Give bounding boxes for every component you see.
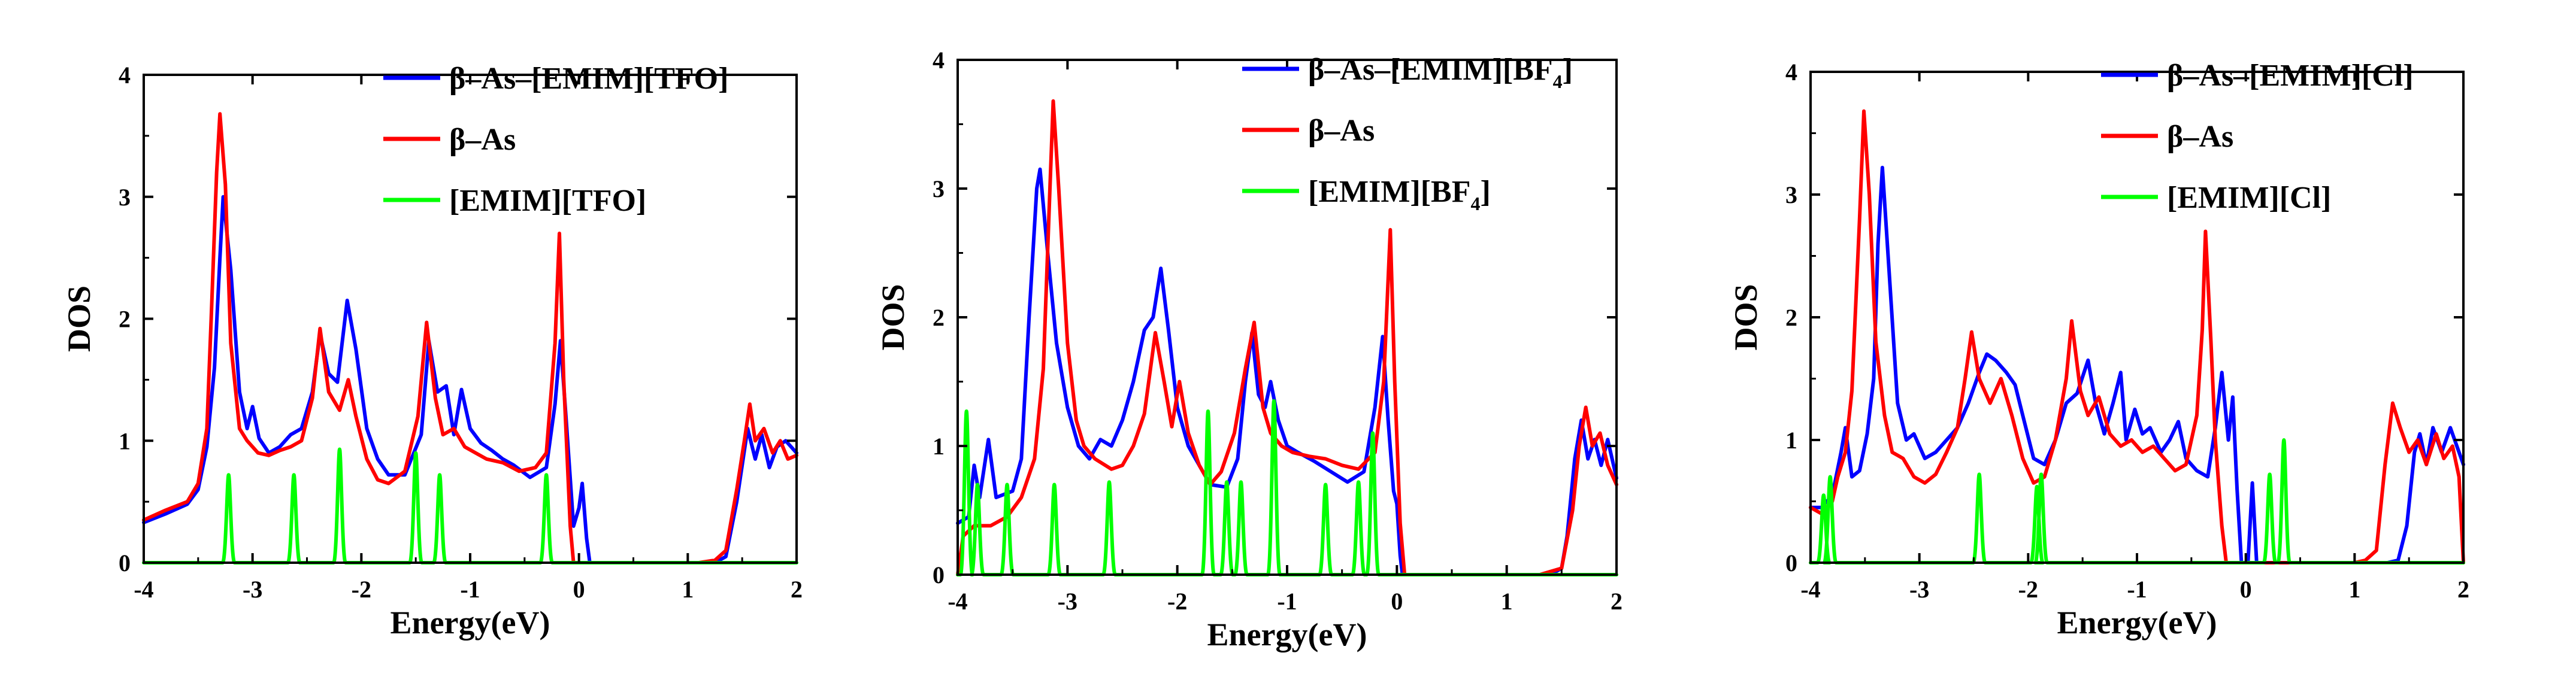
chart-3-xtick-label-2: -2 [2018,576,2038,603]
chart-1-xtick-label-2: -2 [352,576,371,603]
chart-2-ytick-label-4: 4 [933,47,945,74]
chart-2-ytick-label-0: 0 [933,562,945,588]
chart-1-ytick-label-3: 3 [119,184,131,211]
chart-1-xtick-label-0: -4 [134,576,153,603]
chart-panel-tfo: -4 -3 -2 -1 0 1 2 0 1 2 3 4 Energy(eV) DOS β–As–[EMIM]… [61,62,803,641]
chart-1-ytick-label-2: 2 [119,306,131,333]
chart-2-ytick-label-3: 3 [933,175,945,202]
chart-3-xtick-label-5: 1 [2348,576,2360,603]
chart-2-xtick-label-2: -2 [1167,588,1187,615]
chart-3-ytick-label-3: 3 [1785,181,1797,208]
chart-1-xtick-label-3: -1 [460,576,480,603]
chart-1-xtick-label-5: 1 [682,576,694,603]
chart-2-series-3-line [956,399,1618,576]
chart-1-series-2-line [142,112,798,565]
chart-3-ytick-label-2: 2 [1785,304,1797,331]
chart-3-series-1-line [1809,165,2465,565]
chart-3-series-2-line [1809,109,2465,565]
chart-1-ytick-label-1: 1 [119,427,131,454]
chart-2-xtick-label-0: -4 [948,588,967,615]
chart-3-xtick-label-1: -3 [1909,576,1929,603]
chart-3-ytick-label-1: 1 [1785,427,1797,454]
chart-2-xtick-label-4: 0 [1391,588,1403,615]
chart-1-xtick-label-4: 0 [573,576,585,603]
chart-3-ylabel: DOS [1728,284,1764,350]
chart-3-legend-label-2: β–As [2167,120,2233,154]
chart-1-legend-label-3: [EMIM][TFO] [449,184,646,218]
chart-3-legend-label-3: [EMIM][Cl] [2167,181,2331,215]
chart-2-xlabel: Energy(eV) [1207,617,1367,653]
chart-panel-cl: -4 -3 -2 -1 0 1 2 0 1 2 3 4 Energy(eV) DOS β–As–[EMIM]… [1728,59,2469,641]
chart-3-xtick-label-3: -1 [2127,576,2147,603]
chart-panel-bf4: -4 -3 -2 -1 0 1 2 0 1 2 3 4 Energy(eV) DOS β–As–[EMIM]… [875,47,1623,653]
chart-2-xtick-label-5: 1 [1501,588,1513,615]
chart-2-xtick-label-3: -1 [1277,588,1297,615]
chart-3-ytick-label-4: 4 [1785,59,1797,86]
chart-1-series-1-line [142,195,798,565]
chart-2-legend-label-3: [EMIM][BF4] [1308,175,1491,214]
chart-2-ytick-label-2: 2 [933,304,945,331]
chart-3-xlabel: Energy(eV) [2057,605,2217,641]
chart-2-legend-label-1: β–As–[EMIM][BF4] [1308,53,1573,92]
chart-2-xtick-label-6: 2 [1611,588,1623,615]
chart-3-series-3-line [1809,438,2465,565]
chart-3-xtick-label-6: 2 [2457,576,2469,603]
chart-1-xlabel: Energy(eV) [391,605,550,641]
chart-1-ytick-label-0: 0 [119,550,131,576]
chart-1-ytick-label-4: 4 [119,62,131,89]
chart-1-series-3-line [142,447,798,565]
chart-2-legend-label-2: β–As [1308,114,1375,148]
chart-1-legend-label-1: β–As–[EMIM][TFO] [449,62,728,96]
chart-2-ytick-label-1: 1 [933,433,945,460]
chart-1-legend-label-2: β–As [449,123,516,157]
chart-3-plot-frame [1809,71,2465,564]
chart-1-xtick-label-6: 2 [791,576,803,603]
chart-2-xtick-label-1: -3 [1058,588,1077,615]
chart-1-xtick-label-1: -3 [243,576,262,603]
chart-3-xtick-label-4: 0 [2240,576,2252,603]
chart-1-ylabel: DOS [61,286,97,352]
chart-3-ytick-label-0: 0 [1785,550,1797,576]
chart-3-xtick-label-0: -4 [1800,576,1820,603]
chart-3-legend-label-1: β–As–[EMIM][Cl] [2167,59,2414,93]
chart-2-ylabel: DOS [875,284,911,350]
